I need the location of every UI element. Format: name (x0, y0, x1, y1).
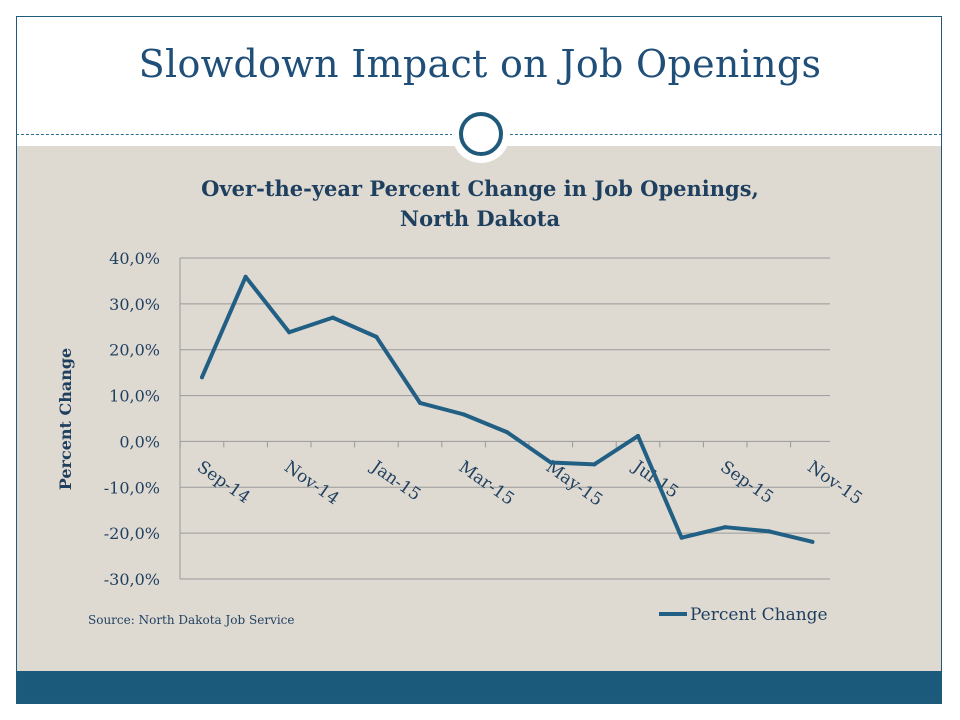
data-point (287, 330, 292, 335)
source-note: Source: North Dakota Job Service (88, 613, 295, 627)
y-tick-label: 30,0% (109, 295, 160, 314)
data-point (548, 460, 553, 465)
x-tick-label: Mar-15 (455, 457, 518, 510)
x-tick-label: Nov-15 (804, 457, 866, 509)
slide-title: Slowdown Impact on Job Openings (138, 42, 822, 86)
data-point (330, 315, 335, 320)
legend-label: Percent Change (690, 605, 828, 625)
data-point (723, 525, 728, 530)
data-point (592, 462, 597, 467)
data-point (636, 433, 640, 438)
y-tick-label: 10,0% (109, 387, 160, 406)
data-point (200, 375, 204, 380)
data-point (418, 400, 422, 405)
chart-panel (17, 146, 941, 671)
gridlines (179, 257, 830, 580)
x-tick-label: Nov-14 (280, 457, 342, 509)
data-point (766, 529, 771, 534)
x-tick-label: Jan-15 (366, 456, 424, 505)
data-point (679, 535, 684, 540)
y-tick-label: -30,0% (104, 570, 160, 589)
y-tick-label: 40,0% (109, 249, 160, 268)
ring-icon (459, 112, 503, 156)
data-point (374, 334, 379, 339)
chart-title-line-1: Over-the-year Percent Change in Job Open… (201, 176, 759, 201)
series-layer (200, 274, 815, 544)
y-tick-label: -10,0% (104, 478, 160, 497)
y-tick-label: -20,0% (104, 524, 160, 543)
y-axis-label: Percent Change (56, 348, 75, 490)
footer-bar (17, 671, 941, 703)
data-point (243, 274, 248, 279)
data-point (505, 430, 510, 435)
y-tick-labels: 40,0% 30,0% 20,0% 10,0% 0,0% -10,0% -20,0% -30,… (104, 249, 160, 589)
x-tick-label: Sep-14 (193, 457, 254, 508)
x-tick-labels: Sep-14 Nov-14 Jan-15 Mar-15 May-15 Jul-15 Sep-… (193, 456, 866, 511)
chart-title-line-2: North Dakota (400, 206, 561, 231)
y-tick-label: 20,0% (109, 341, 160, 360)
y-tick-label: 0,0% (119, 432, 160, 451)
x-tick-label: Sep-15 (716, 457, 777, 508)
data-point (810, 539, 815, 544)
data-point (461, 412, 466, 417)
